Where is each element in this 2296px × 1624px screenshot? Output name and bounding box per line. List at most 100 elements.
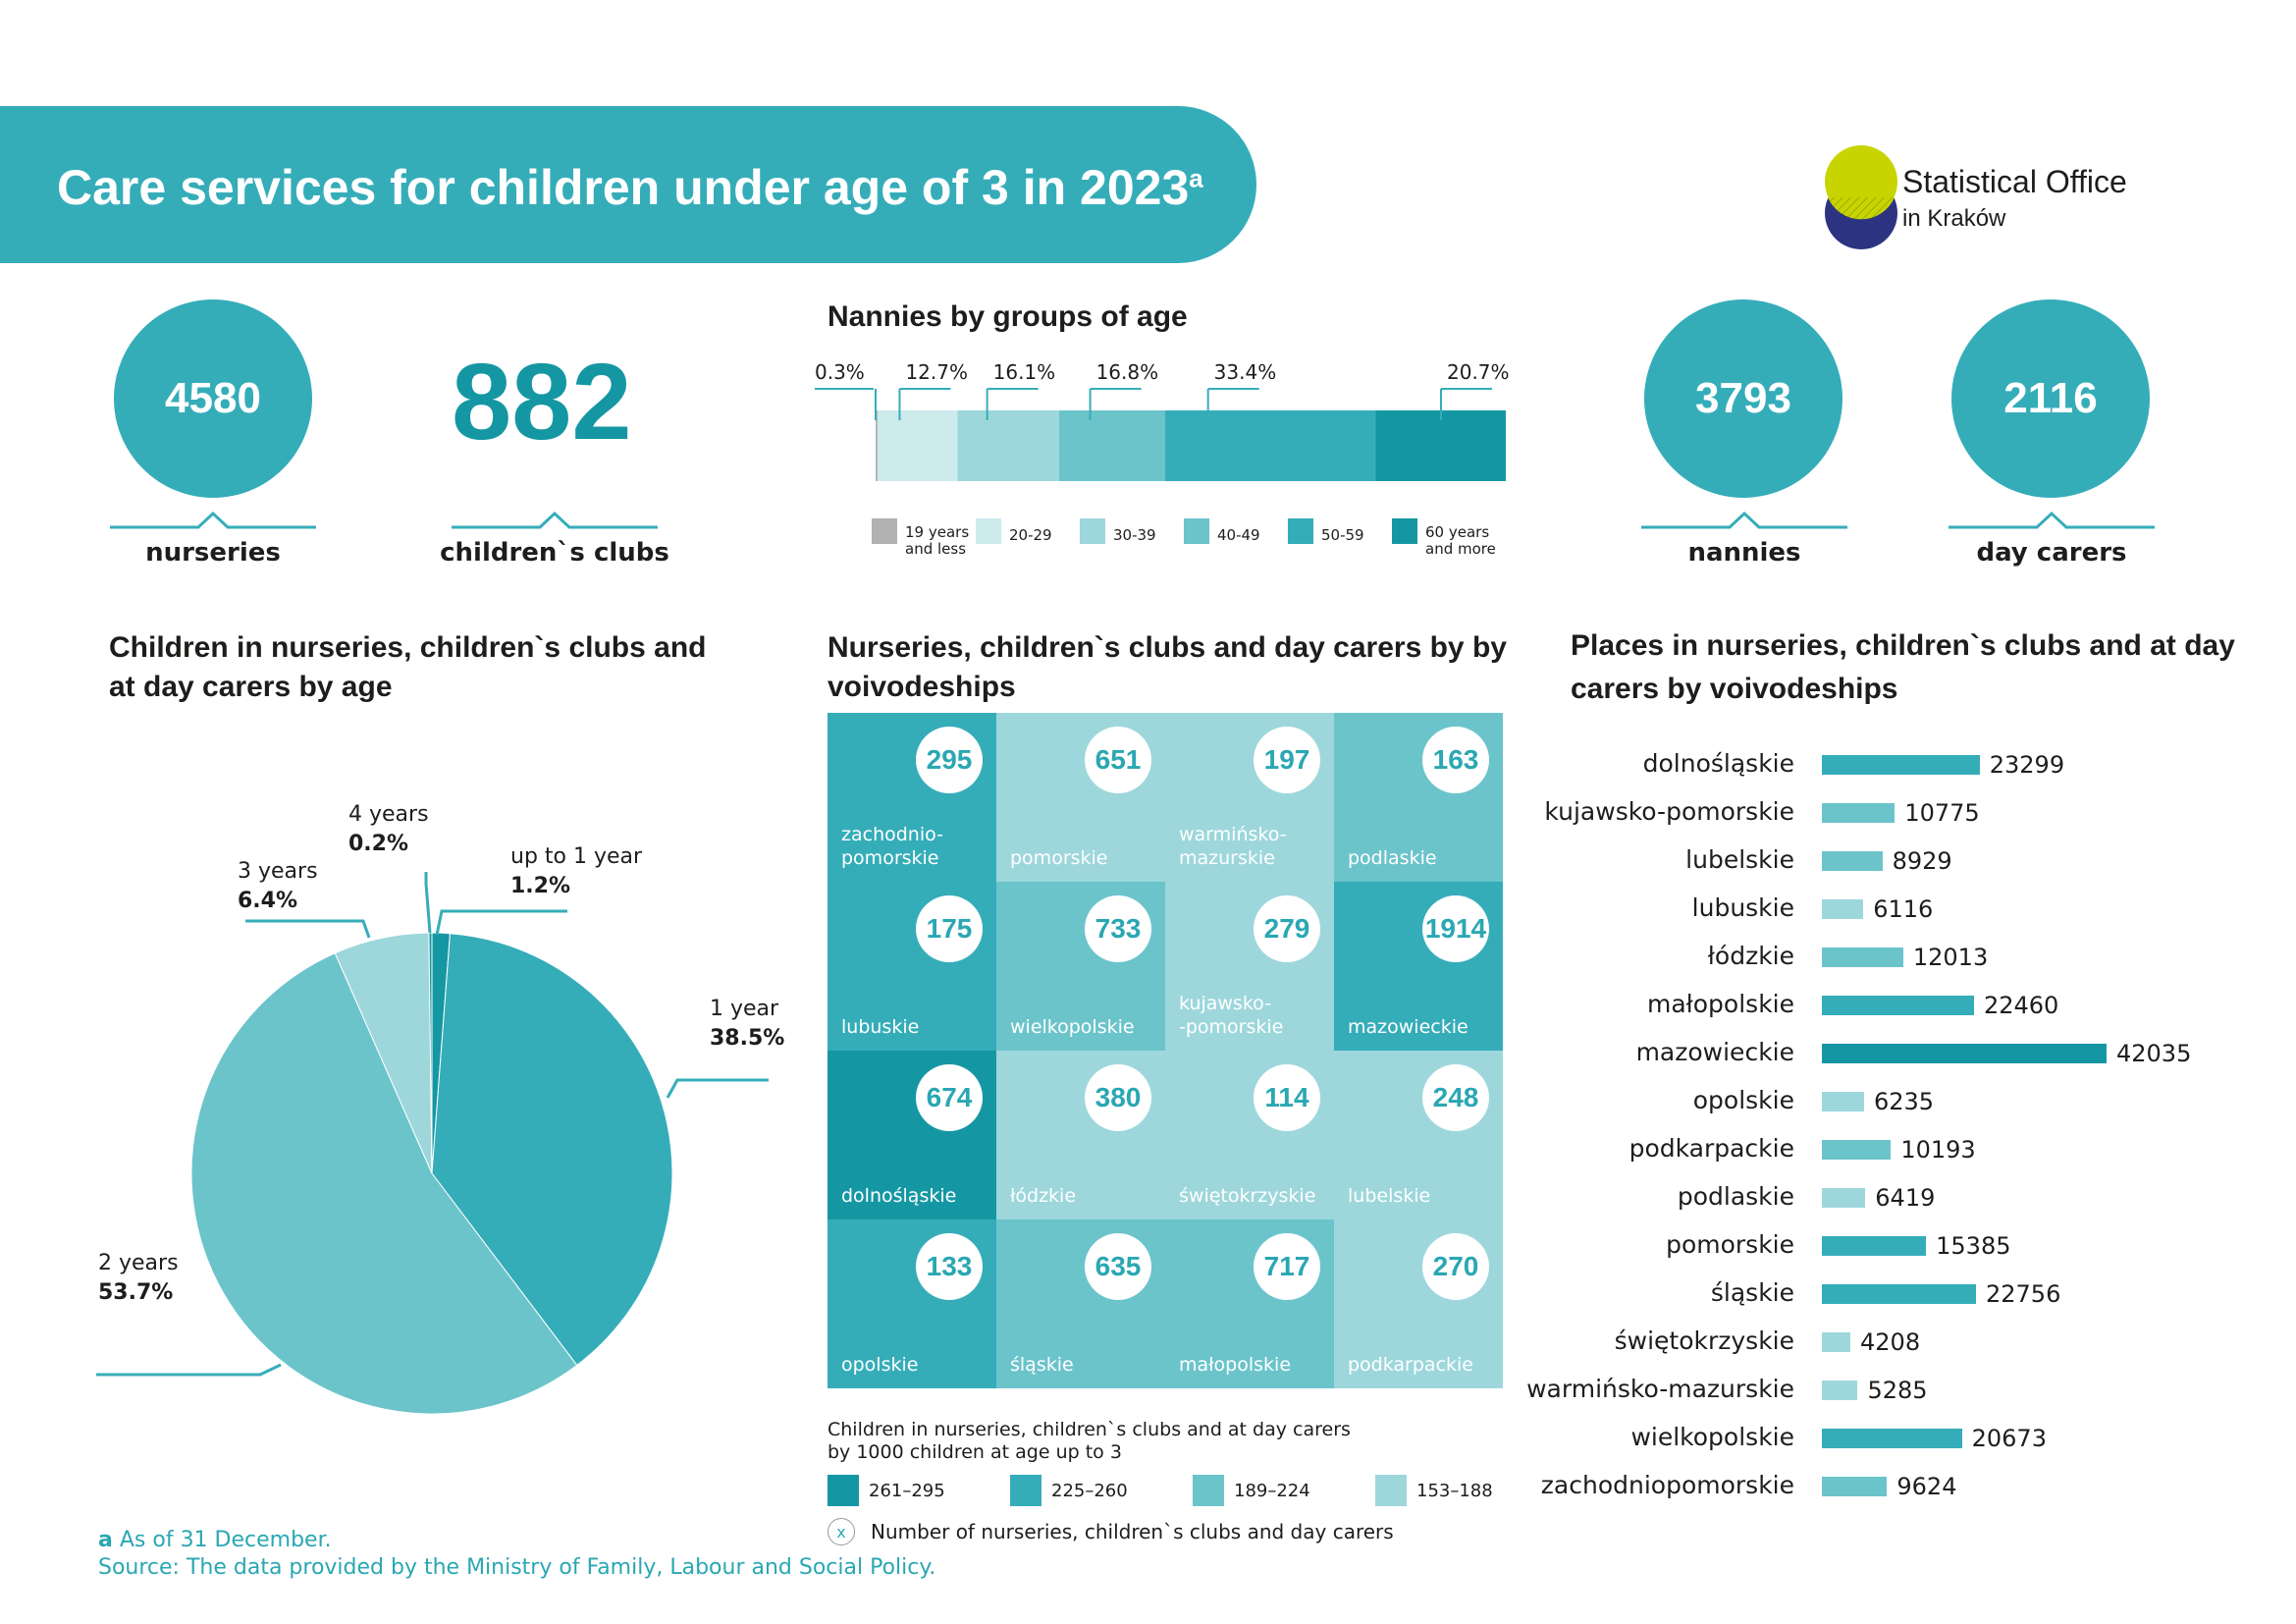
nannies-label-1: 12.7% bbox=[905, 360, 968, 384]
places-bar-14 bbox=[1822, 1429, 1962, 1448]
places-label-9: podlaskie bbox=[1677, 1182, 1794, 1211]
stat-daycarers-value: 2116 bbox=[1951, 299, 2150, 498]
grid-cell-value: 295 bbox=[916, 727, 983, 793]
grid-cell-name: lubelskie bbox=[1348, 1185, 1431, 1207]
heatmap-legend-swatch-2 bbox=[1193, 1475, 1224, 1506]
grid-cell-name: podkarpackie bbox=[1348, 1354, 1473, 1376]
pie-leader-1 bbox=[666, 1078, 769, 1099]
source-note: Source: The data provided by the Ministr… bbox=[98, 1555, 936, 1580]
grid-cell-2: 197 warmińsko-mazurskie bbox=[1165, 713, 1334, 882]
nannies-segment-2 bbox=[957, 410, 1059, 481]
page-title: Care services for children under age of … bbox=[57, 160, 1203, 215]
grid-cell-value: 635 bbox=[1085, 1233, 1151, 1300]
nannies-legend-swatch-3 bbox=[1184, 518, 1209, 544]
grid-cell-name: mazowieckie bbox=[1348, 1016, 1468, 1038]
pie-leader-4 bbox=[424, 872, 432, 934]
stat-connector bbox=[1641, 511, 1847, 529]
grid-cell-8: 674 dolnośląskie bbox=[828, 1051, 996, 1219]
pie-label-4: 4 years 0.2% bbox=[348, 802, 429, 856]
nannies-legend-label-1: 20-29 bbox=[1009, 526, 1052, 544]
places-label-6: mazowieckie bbox=[1635, 1038, 1794, 1066]
heatmap-legend-swatch-3 bbox=[1375, 1475, 1407, 1506]
grid-cell-11: 248 lubelskie bbox=[1334, 1051, 1503, 1219]
logo-text: Statistical Office in Kraków bbox=[1902, 164, 2127, 232]
nannies-segment-4 bbox=[1164, 410, 1376, 481]
places-value-6: 42035 bbox=[2116, 1040, 2192, 1067]
nannies-segment-5 bbox=[1375, 410, 1506, 481]
places-value-4: 12013 bbox=[1912, 944, 1989, 971]
nannies-label-4: 33.4% bbox=[1214, 360, 1277, 384]
grid-cell-value: 279 bbox=[1254, 895, 1320, 962]
heatmap-legend-label-1: 225–260 bbox=[1051, 1481, 1128, 1501]
places-label-4: łódzkie bbox=[1707, 942, 1794, 970]
grid-cell-7: 1914 mazowieckie bbox=[1334, 882, 1503, 1051]
heatmap-title: Nurseries, children`s clubs and day care… bbox=[828, 631, 1507, 703]
nannies-label-5: 20.7% bbox=[1447, 360, 1510, 384]
grid-cell-value: 1914 bbox=[1422, 895, 1489, 962]
nannies-legend-swatch-0 bbox=[872, 518, 897, 544]
heatmap-legend-title: Children in nurseries, children`s clubs … bbox=[828, 1419, 1351, 1463]
places-label-7: opolskie bbox=[1692, 1086, 1794, 1114]
places-value-9: 6419 bbox=[1875, 1184, 1936, 1212]
places-bar-2 bbox=[1822, 851, 1883, 871]
stat-daycarers-label: day carers bbox=[1976, 538, 2127, 568]
places-value-8: 10193 bbox=[1900, 1136, 1976, 1164]
logo-icon bbox=[1825, 145, 1897, 249]
places-label-14: wielkopolskie bbox=[1630, 1423, 1794, 1451]
places-label-0: dolnośląskie bbox=[1642, 749, 1794, 778]
grid-cell-name: pomorskie bbox=[1010, 847, 1108, 869]
nannies-legend-label-0: 19 years and less bbox=[905, 523, 970, 558]
places-value-2: 8929 bbox=[1892, 847, 1952, 875]
nannies-segment-3 bbox=[1058, 410, 1165, 481]
nannies-legend-swatch-5 bbox=[1392, 518, 1417, 544]
nannies-label-0: 0.3% bbox=[815, 360, 865, 384]
grid-cell-value: 114 bbox=[1254, 1064, 1320, 1131]
heatmap-legend-label-2: 189–224 bbox=[1234, 1481, 1310, 1501]
grid-cell-13: 635 śląskie bbox=[996, 1219, 1165, 1388]
places-label-13: warmińsko-mazurskie bbox=[1526, 1375, 1794, 1403]
grid-cell-name: świętokrzyskie bbox=[1179, 1185, 1316, 1207]
nannies-legend-label-3: 40-49 bbox=[1217, 526, 1260, 544]
places-value-5: 22460 bbox=[1983, 992, 2059, 1019]
grid-cell-0: 295 zachodnio-pomorskie bbox=[828, 713, 996, 882]
places-label-5: małopolskie bbox=[1646, 990, 1794, 1018]
grid-cell-3: 163 podlaskie bbox=[1334, 713, 1503, 882]
nannies-segment-1 bbox=[877, 410, 958, 481]
nannies-legend-swatch-1 bbox=[976, 518, 1001, 544]
places-bar-12 bbox=[1822, 1332, 1851, 1352]
grid-cell-value: 197 bbox=[1254, 727, 1320, 793]
places-bar-4 bbox=[1822, 947, 1903, 967]
grid-cell-value: 175 bbox=[916, 895, 983, 962]
grid-cell-value: 674 bbox=[916, 1064, 983, 1131]
places-value-7: 6235 bbox=[1874, 1088, 1935, 1115]
places-bar-6 bbox=[1822, 1044, 2107, 1063]
places-bar-8 bbox=[1822, 1140, 1892, 1160]
pie-slice-2 bbox=[190, 952, 578, 1415]
places-bar-9 bbox=[1822, 1188, 1866, 1208]
nannies-legend-swatch-4 bbox=[1288, 518, 1313, 544]
places-bar-10 bbox=[1822, 1236, 1927, 1256]
legend-note: Number of nurseries, children`s clubs an… bbox=[871, 1520, 1394, 1543]
places-chart-title: Places in nurseries, children`s clubs an… bbox=[1571, 629, 2235, 705]
pie-leader-2 bbox=[96, 1363, 282, 1377]
legend-note-symbol: x bbox=[828, 1518, 855, 1545]
nannies-legend-label-2: 30-39 bbox=[1113, 526, 1156, 544]
grid-cell-value: 133 bbox=[916, 1233, 983, 1300]
places-bar-1 bbox=[1822, 803, 1896, 823]
grid-cell-1: 651 pomorskie bbox=[996, 713, 1165, 882]
pie-slice-1 bbox=[431, 933, 673, 1367]
grid-cell-value: 163 bbox=[1422, 727, 1489, 793]
grid-cell-name: dolnośląskie bbox=[841, 1185, 957, 1207]
grid-cell-value: 651 bbox=[1085, 727, 1151, 793]
heatmap-legend-label-0: 261–295 bbox=[869, 1481, 945, 1501]
nannies-legend-label-5: 60 years and more bbox=[1425, 523, 1496, 558]
grid-cell-15: 270 podkarpackie bbox=[1334, 1219, 1503, 1388]
heatmap-legend-swatch-1 bbox=[1010, 1475, 1041, 1506]
nannies-legend-swatch-2 bbox=[1080, 518, 1105, 544]
nannies-label-2: 16.1% bbox=[993, 360, 1056, 384]
footnote: a As of 31 December. bbox=[98, 1528, 332, 1552]
stat-nurseries-label: nurseries bbox=[145, 538, 281, 568]
grid-cell-name: kujawsko- -pomorskie bbox=[1179, 993, 1284, 1038]
places-value-10: 15385 bbox=[1936, 1232, 2011, 1260]
pie-label-3: 3 years 6.4% bbox=[238, 859, 318, 913]
